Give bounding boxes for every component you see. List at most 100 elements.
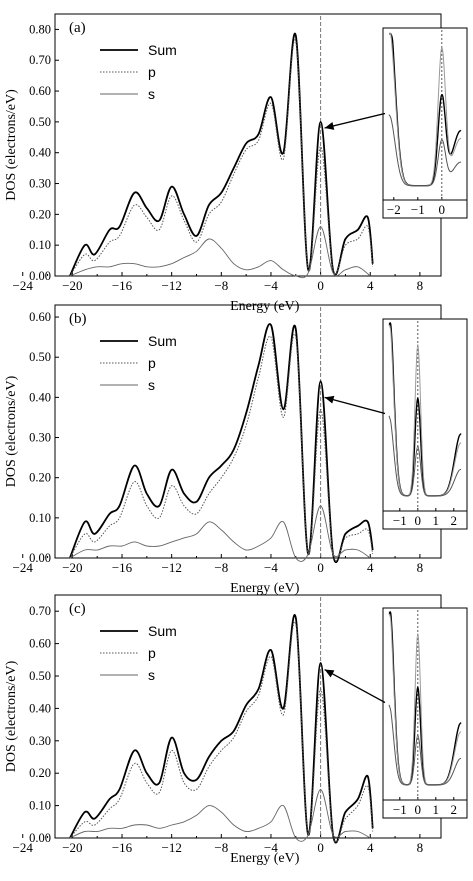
x-tick-label: −4 [264,840,278,855]
callout-arrow-line [324,668,386,704]
legend-label-s: s [148,377,155,393]
y-tick-label: 0.30 [29,177,51,191]
x-tick-label: 4 [367,840,374,855]
y-tick-label: 0.30 [29,431,51,445]
inset-x-tick-label: 1 [433,513,440,528]
x-tick-label: 0 [317,840,324,855]
series-line-sum [69,32,374,277]
y-axis-label: DOS (electrons/eV) [4,660,19,772]
x-tick-label: −24 [13,560,34,575]
y-tick-label: 0.60 [29,310,51,324]
inset-s-curve [388,704,462,786]
inset-x-tick-label: −1 [411,202,425,217]
x-tick-label: −12 [161,278,181,293]
y-tick-label: 0.40 [29,390,51,404]
inset-x-tick-label: 2 [451,802,458,817]
callout-arrow-head [324,122,335,130]
y-tick-label: 0.30 [29,734,51,748]
x-tick-label: −16 [112,840,133,855]
callout-arrow-head [324,669,335,678]
x-tick-label: −16 [112,560,133,575]
callout-arrow-head [324,395,335,404]
inset-x-tick-label: 0 [415,802,422,817]
inset-x-tick-label: −1 [393,802,407,817]
x-axis-label: Energy (eV) [230,851,300,866]
x-tick-label: −8 [214,278,228,293]
y-tick-label: 0.20 [29,207,51,221]
x-tick-label: 0 [317,278,324,293]
y-tick-label: 0.40 [29,701,51,715]
panel-c: −24 −20 −16 −12 −8 −4 0 4 80.000.100.200.300.400… [4,594,468,866]
legend-label-sum: Sum [148,42,177,58]
y-tick-label: 0.10 [29,238,51,252]
x-tick-label: 8 [417,840,424,855]
legend-label-s: s [148,667,155,683]
callout-arrow-line [324,396,386,415]
legend-label-s: s [148,86,155,102]
y-tick-label: 0.20 [29,471,51,485]
inset-x-tick-label: 2 [451,513,458,528]
series-line-p [69,39,374,277]
x-tick-label: 4 [367,560,374,575]
inset-frame [382,27,468,219]
inset-p-curve [388,613,462,786]
y-tick-label: 0.00 [29,831,51,845]
inset-x-tick-label: 1 [433,802,440,817]
y-tick-label: 0.50 [29,669,51,683]
y-tick-label: 0.50 [29,115,51,129]
panel-a: −24 −20 −16 −12 −8 −4 0 4 80.000.100.200.300.400… [4,13,468,314]
x-tick-label: −4 [264,560,278,575]
x-axis-label: Energy (eV) [230,581,300,596]
x-tick-label: −20 [62,840,82,855]
y-tick-label: 0.00 [29,269,51,283]
y-tick-label: 0.40 [29,146,51,160]
series-line-p [69,333,374,562]
series-line-p [69,621,374,843]
inset-x-tick-label: −1 [393,513,407,528]
x-tick-label: 4 [367,278,374,293]
y-tick-label: 0.70 [29,604,51,618]
inset-zoom: −2 −1 0 [382,27,468,219]
x-tick-label: 0 [317,560,324,575]
y-tick-label: 0.20 [29,766,51,780]
y-axis-label: DOS (electrons/eV) [4,89,19,201]
panel-label: (c) [69,601,86,617]
y-tick-label: 0.10 [29,799,51,813]
y-tick-label: 0.00 [29,551,51,565]
inset-x-tick-label: 0 [415,513,422,528]
x-tick-label: −12 [161,560,181,575]
inset-p-curve [388,324,462,497]
series-line-sum [69,614,374,844]
legend-label-p: p [148,645,156,661]
panel-label: (a) [69,20,86,36]
inset-zoom: −1 0 1 2 [382,318,468,530]
inset-s-curve [388,114,462,187]
y-axis-label: DOS (electrons/eV) [4,375,19,487]
y-tick-label: 0.50 [29,350,51,364]
inset-x-tick-label: −2 [387,202,401,217]
y-tick-label: 0.60 [29,637,51,651]
y-tick-label: 0.80 [29,22,51,36]
inset-x-tick-label: 0 [439,202,446,217]
x-axis-label: Energy (eV) [230,299,300,314]
y-tick-label: 0.70 [29,53,51,67]
x-tick-label: −4 [264,278,278,293]
x-tick-label: −16 [112,278,133,293]
legend-label-p: p [148,355,156,371]
panel-b: −24 −20 −16 −12 −8 −4 0 4 80.000.100.200.300.400… [4,304,468,596]
series-line-s [69,788,371,842]
x-tick-label: −24 [13,278,34,293]
x-tick-label: −12 [161,840,181,855]
inset-zoom: −1 0 1 2 [382,607,468,819]
legend-label-p: p [148,64,156,80]
x-tick-label: 8 [417,560,424,575]
legend-label-sum: Sum [148,623,177,639]
panel-label: (b) [69,311,87,327]
x-tick-label: −20 [62,278,82,293]
x-tick-label: −20 [62,560,82,575]
inset-s-curve [388,415,462,497]
series-line-s [69,226,371,279]
x-tick-label: −24 [13,840,34,855]
